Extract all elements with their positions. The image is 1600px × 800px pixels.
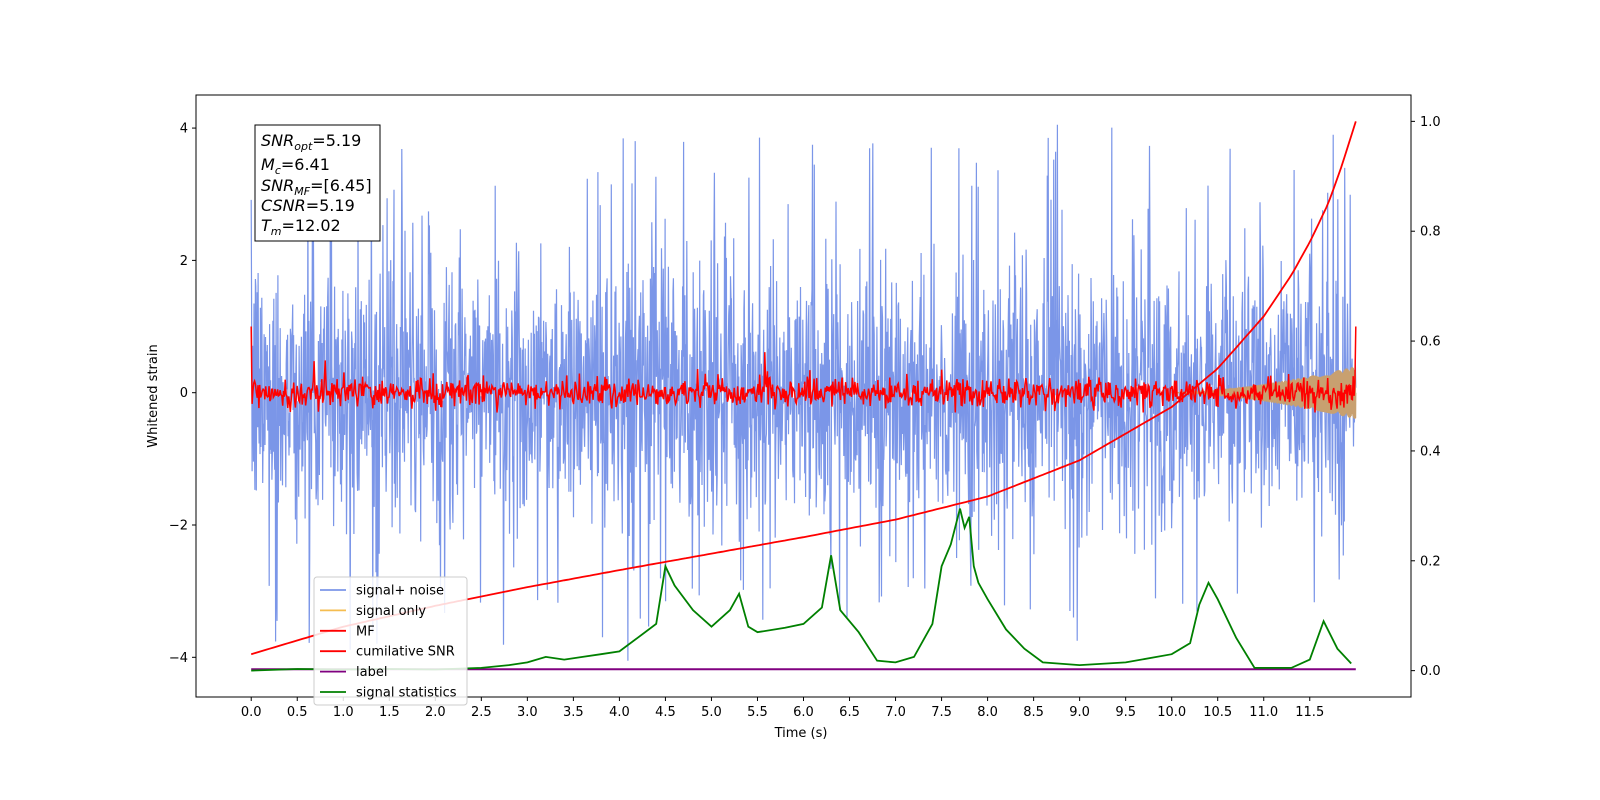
legend-entry: MF [356,624,375,639]
annotation-tm: Tm=12.02 [261,216,341,238]
y2-tick-label: 0.8 [1420,225,1441,240]
x-tick-label: 5.5 [747,705,768,720]
signal-statistics-line [251,508,1352,672]
x-tick-label: 4.0 [609,705,630,720]
x-tick-label: 3.5 [563,705,584,720]
x-tick-label: 11.0 [1249,705,1278,720]
x-tick-label: 7.5 [931,705,952,720]
legend-entry: signal statistics [356,686,457,701]
signal-statistics-series [251,508,1352,672]
x-tick-label: 0.5 [287,705,308,720]
y-axis-right: 1.0 0.8 0.6 0.4 0.2 0.0 [1411,115,1441,679]
annotation-box: SNRopt=5.19 Mc=6.41 SNRMF=[6.45] CSNR=5.… [254,124,381,242]
y2-tick-label: 1.0 [1420,115,1441,130]
legend: signal+ noise signal only MF cumilative SNR… [313,576,468,706]
y-axis-label: Whitened strain [146,344,161,447]
annotation-snr-opt: SNRopt=5.19 [261,131,361,153]
x-tick-label: 4.5 [655,705,676,720]
y2-tick-label: 0.6 [1420,335,1441,350]
x-tick-label: 6.5 [839,705,860,720]
annotation-snr-mf: SNRMF=[6.45] [261,176,372,198]
y2-tick-label: 0.2 [1420,554,1441,569]
x-tick-label: 5.0 [701,705,722,720]
y2-tick-label: 0.0 [1420,664,1441,679]
x-tick-label: 0.0 [241,705,262,720]
x-tick-label: 10.5 [1203,705,1232,720]
legend-entry: cumilative SNR [356,645,455,660]
x-tick-label: 6.0 [793,705,814,720]
x-axis: 0.0 0.5 1.0 1.5 2.0 2.5 3.0 3.5 4.0 4.5 5.0 5.5 6.0 6… [241,697,1324,720]
legend-entry: label [356,665,387,680]
x-tick-label: 7.0 [885,705,906,720]
x-tick-label: 8.0 [977,705,998,720]
x-tick-label: 2.0 [425,705,446,720]
y-axis-left: 4 2 0 −2 −4 [169,122,196,666]
x-tick-label: 9.5 [1115,705,1136,720]
y-tick-label: 2 [180,254,188,269]
legend-entry: signal only [356,604,426,619]
x-tick-label: 3.0 [517,705,538,720]
x-axis-label: Time (s) [774,726,828,741]
x-tick-label: 1.0 [333,705,354,720]
x-tick-label: 1.5 [379,705,400,720]
y-tick-label: −2 [169,519,188,534]
y-tick-label: −4 [169,651,188,666]
x-tick-label: 9.0 [1069,705,1090,720]
mf-line [250,326,1357,413]
mf-series [250,326,1357,413]
y-tick-label: 4 [180,122,188,137]
y2-tick-label: 0.4 [1420,444,1441,459]
signal-only-line [1171,367,1357,419]
x-tick-label: 10.0 [1157,705,1186,720]
signal-only-series [1171,367,1357,419]
x-tick-label: 2.5 [471,705,492,720]
y-tick-label: 0 [180,386,188,401]
annotation-csnr: CSNR=5.19 [261,196,355,215]
annotation-mc: Mc=6.41 [261,155,330,177]
x-tick-label: 8.5 [1023,705,1044,720]
x-tick-label: 11.5 [1295,705,1324,720]
legend-entry: signal+ noise [356,584,444,599]
